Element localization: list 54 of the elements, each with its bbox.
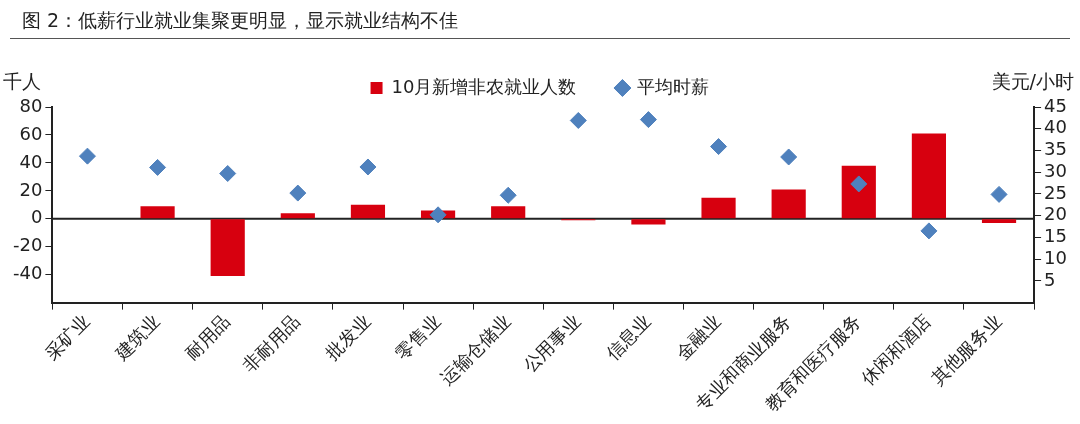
y2-tick-label: 40: [1044, 116, 1067, 138]
bar: [841, 165, 876, 219]
point: [920, 222, 938, 240]
y2-tick-label: 45: [1044, 94, 1067, 116]
y2-tick-label: 15: [1044, 225, 1067, 247]
y2-tick-label: 30: [1044, 159, 1067, 181]
y2-axis-title: 美元/小时: [991, 70, 1074, 93]
x-tick-label: 采矿业: [40, 310, 94, 364]
y2-tick-label: 10: [1044, 246, 1067, 268]
y-tick-label: 80: [19, 94, 43, 116]
y2-tick-label: 35: [1044, 138, 1067, 160]
x-tick-label: 建筑业: [109, 310, 164, 365]
point: [149, 158, 167, 176]
y-tick-label: 40: [19, 150, 43, 172]
point: [219, 165, 237, 183]
y-tick-label: -40: [12, 262, 43, 284]
y2-tick-label: 25: [1044, 181, 1067, 203]
bar: [771, 189, 806, 219]
x-tick-label: 零售业: [391, 310, 445, 364]
bar: [280, 213, 315, 219]
point: [289, 184, 307, 202]
legend-label: 平均时薪: [637, 75, 710, 97]
y2-tick-label: 20: [1044, 203, 1067, 225]
legend-label: 10月新增非农就业人数: [391, 75, 577, 97]
y-tick-label: 20: [19, 178, 43, 200]
x-tick-label: 信息业: [601, 310, 655, 364]
y-tick-label: 60: [19, 122, 43, 144]
point: [780, 148, 798, 166]
bar: [140, 206, 175, 219]
point: [429, 206, 447, 224]
bar: [911, 133, 947, 219]
x-tick-label: 批发业: [321, 310, 375, 364]
y-tick-label: 0: [30, 206, 43, 228]
bar: [631, 219, 666, 225]
point: [499, 186, 517, 204]
bar: [350, 204, 386, 219]
bar: [491, 206, 526, 219]
point: [569, 111, 587, 129]
x-tick-label: 耐用品: [180, 310, 234, 364]
x-tick-label: 非耐用品: [238, 310, 304, 377]
y-tick-label: -20: [12, 234, 43, 256]
point: [639, 111, 657, 129]
chart-title: 图 2：低薪行业就业集聚更明显，显示就业结构不佳: [10, 0, 1070, 39]
point: [78, 147, 96, 165]
bar: [210, 219, 245, 277]
y-axis-title: 千人: [3, 70, 42, 93]
bar: [701, 197, 736, 219]
x-tick-label: 金融业: [671, 310, 725, 364]
x-tick-label: 公用事业: [518, 310, 585, 377]
point: [710, 138, 728, 156]
point: [990, 185, 1008, 203]
bar: [981, 219, 1017, 223]
point: [359, 158, 377, 176]
y2-tick-label: 5: [1044, 268, 1056, 290]
